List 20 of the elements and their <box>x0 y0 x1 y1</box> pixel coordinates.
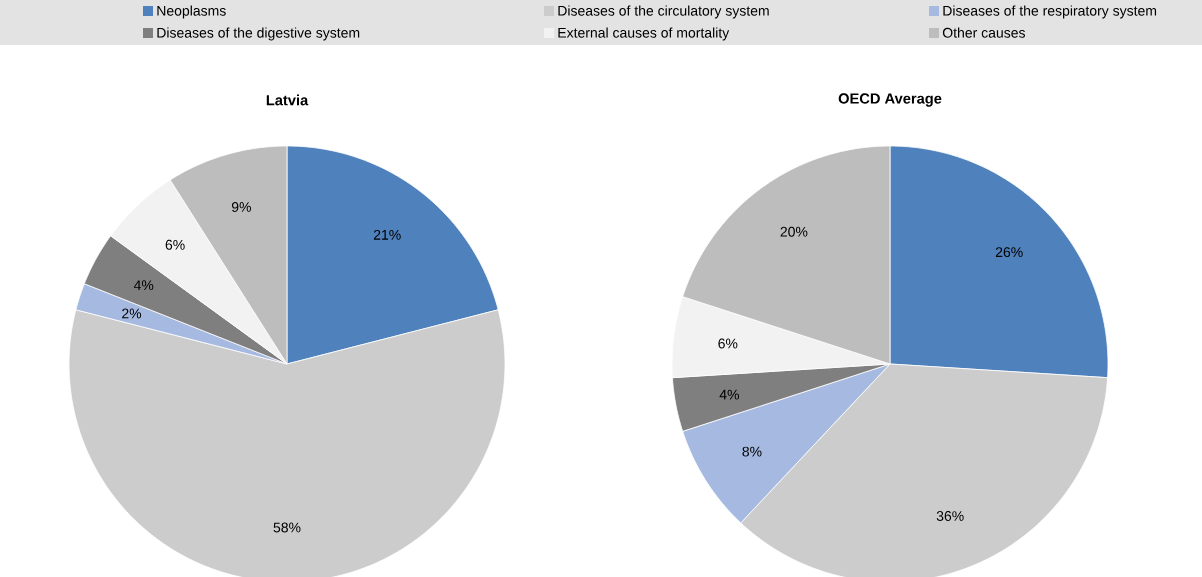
data-label: 9% <box>231 202 251 212</box>
data-label: 4% <box>719 389 740 400</box>
text: Latvia <box>266 94 309 106</box>
data-label: 20% <box>780 226 808 237</box>
data-label: 21% <box>373 229 401 240</box>
legend-label: Neoplasms <box>157 5 226 19</box>
legend-label: Other causes <box>942 27 1025 38</box>
chart-title: OECD Average <box>838 93 942 107</box>
legend-label: Diseases of the digestive system <box>157 27 360 41</box>
data-label: 6% <box>718 338 738 349</box>
data-label: 58% <box>273 522 301 533</box>
data-label: 4% <box>133 280 154 291</box>
legend-label: External causes of mortality <box>558 27 730 41</box>
data-label: 36% <box>936 511 964 521</box>
data-label: 8% <box>742 446 762 457</box>
data-label: 6% <box>165 239 185 250</box>
legend-label: Diseases of the circulatory system <box>558 5 769 19</box>
data-label: 2% <box>122 308 142 319</box>
legend-label: Diseases of the respiratory system <box>943 5 1157 19</box>
data-label: 26% <box>995 247 1023 258</box>
